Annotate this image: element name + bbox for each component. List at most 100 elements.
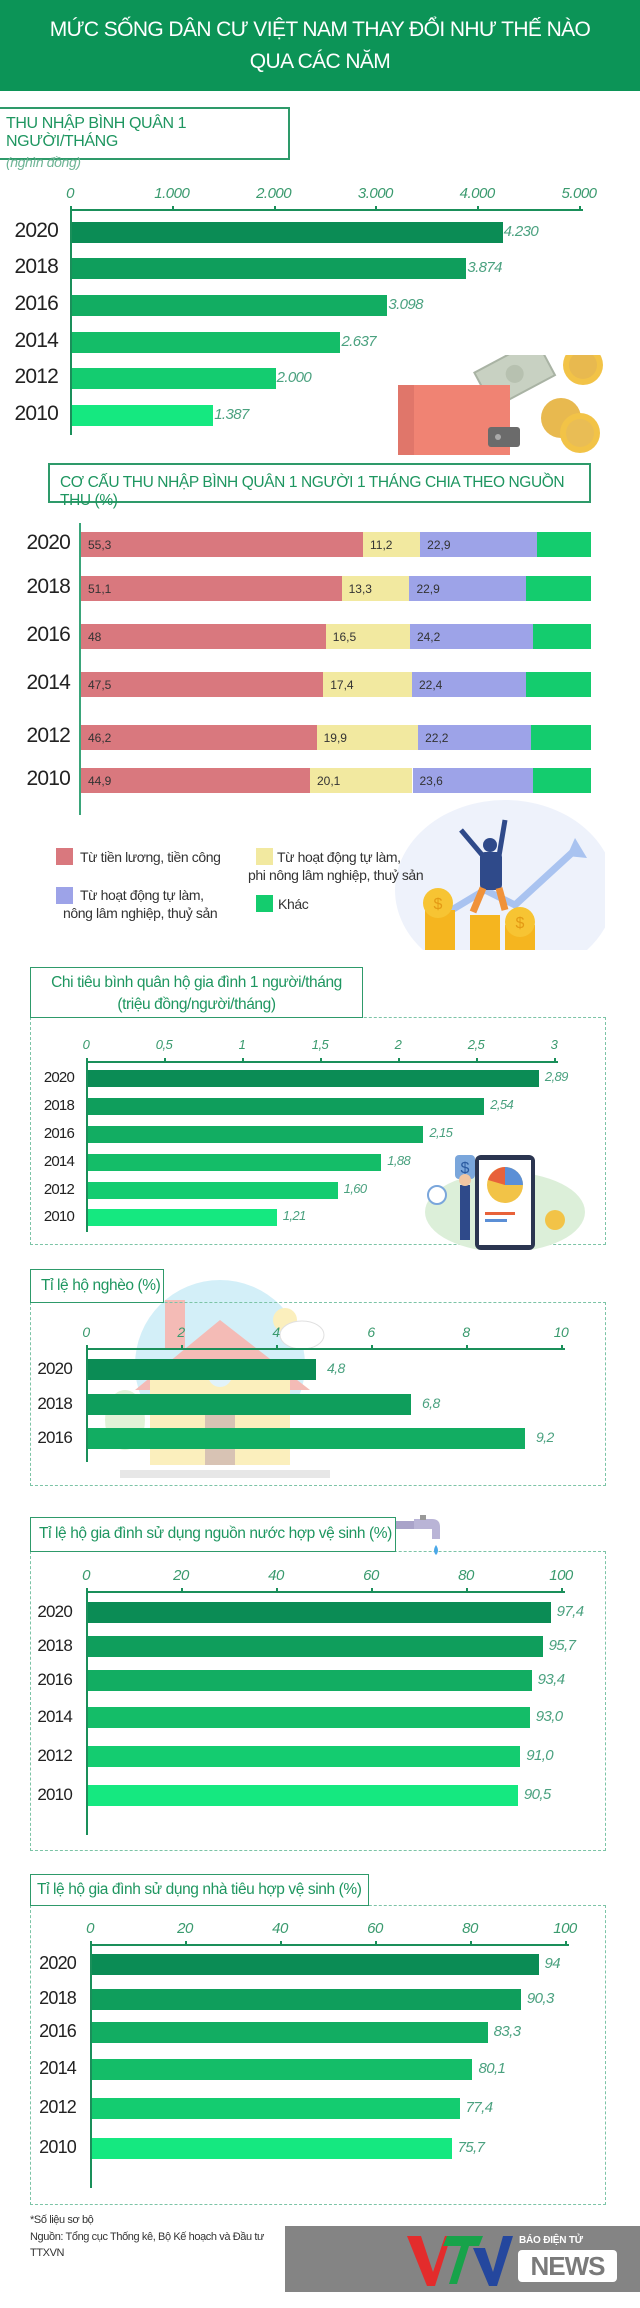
x-tick-label: 1,5 [311, 1037, 329, 1052]
year-label: 2014 [26, 671, 70, 694]
agency-text: TTXVN [30, 2247, 65, 2259]
year-label: 2014 [43, 1153, 75, 1171]
value-label: 2.000 [276, 368, 312, 386]
year-label: 2016 [26, 623, 70, 646]
bar-2012 [88, 1182, 338, 1199]
water-chart-title-box: Tỉ lệ hộ gia đình sử dụng nguồn nước hợp… [30, 1517, 396, 1552]
value-label: 2.637 [341, 332, 376, 350]
value-label: 90,5 [523, 1785, 551, 1803]
year-label: 2020 [26, 531, 70, 554]
x-tick-label: 3 [550, 1037, 558, 1052]
income-structure-title-box: CƠ CẤU THU NHẬP BÌNH QUÂN 1 NGƯỜI 1 THÁN… [48, 463, 591, 509]
year-label: 2010 [39, 2137, 77, 2158]
x-tick-label: 4 [272, 1324, 280, 1340]
x-tick-mark [164, 1058, 166, 1063]
x-tick-label: 100 [549, 1567, 573, 1584]
income-chart-title: THU NHẬP BÌNH QUÂN 1 NGƯỜI/THÁNG [6, 115, 187, 150]
x-tick-mark [86, 1345, 88, 1350]
income-structure-title: CƠ CẤU THU NHẬP BÌNH QUÂN 1 NGƯỜI 1 THÁN… [60, 474, 565, 509]
bar-2020 [88, 1359, 316, 1380]
year-label: 2014 [37, 1706, 72, 1726]
year-label: 2018 [14, 255, 58, 279]
year-label: 2016 [37, 1427, 72, 1447]
year-label: 2018 [37, 1393, 72, 1413]
poverty-chart-title-box: Tỉ lệ hộ nghèo (%) [30, 1269, 164, 1303]
x-tick-label: 100 [553, 1920, 577, 1937]
year-label: 2012 [37, 1745, 72, 1765]
bar-2018 [88, 1098, 485, 1115]
toilet-chart-frame [30, 1905, 606, 2205]
legend-label-agri-line2: nông lâm nghiệp, thuỷ sản [63, 905, 218, 921]
x-tick-label: 8 [462, 1324, 470, 1340]
x-tick-label: 3.000 [357, 185, 394, 202]
year-label: 2014 [14, 329, 58, 353]
year-label: 2020 [37, 1601, 72, 1621]
year-label: 2020 [37, 1358, 72, 1378]
x-tick-mark [90, 1941, 92, 1946]
x-tick-label: 5.000 [561, 185, 597, 202]
year-label: 2012 [26, 724, 70, 747]
value-label: 80,1 [478, 2059, 506, 2077]
x-tick-label: 10 [553, 1324, 569, 1340]
segment-salary: 48 [81, 624, 326, 649]
value-label: 1,60 [343, 1180, 368, 1196]
x-tick-label: 0 [82, 1567, 90, 1584]
segment-non-agri: 17,4 [323, 672, 412, 697]
x-tick-mark [579, 206, 581, 211]
bar-2012 [88, 1746, 521, 1767]
x-tick-label: 20 [177, 1920, 193, 1937]
x-tick-mark [466, 1588, 468, 1593]
x-axis-line [90, 1944, 569, 1946]
legend-label-salary: Từ tiền lương, tiền công [80, 849, 221, 865]
x-tick-mark [86, 1588, 88, 1593]
x-tick-label: 60 [363, 1567, 379, 1584]
x-tick-mark [276, 1345, 278, 1350]
value-label: 77,4 [465, 2098, 493, 2116]
segment-salary: 47,5 [81, 672, 324, 697]
year-label: 2012 [43, 1181, 75, 1199]
x-tick-label: 20 [173, 1567, 189, 1584]
segment-other [532, 768, 591, 793]
y-axis-line [90, 1944, 92, 2188]
year-label: 2016 [39, 2021, 77, 2042]
value-label: 1,88 [387, 1152, 411, 1168]
spending-chart-unit: (triệu đồng/người/tháng) [117, 996, 276, 1013]
year-label: 2018 [43, 1097, 75, 1115]
year-label: 2012 [39, 2097, 77, 2118]
y-axis-line [86, 1591, 88, 1835]
x-tick-label: 1.000 [154, 185, 190, 202]
year-label: 2016 [37, 1669, 72, 1689]
bar-2014 [92, 2059, 473, 2080]
x-axis-line [86, 1591, 565, 1593]
x-tick-label: 80 [458, 1567, 474, 1584]
year-label: 2020 [39, 1953, 77, 1974]
x-tick-label: 0 [66, 185, 74, 202]
bar-2020 [72, 222, 503, 243]
segment-other [531, 725, 591, 750]
value-label: 2,89 [544, 1068, 569, 1084]
x-tick-label: 4.000 [459, 185, 496, 202]
water-chart-frame [30, 1551, 606, 1851]
value-label: 93,0 [535, 1707, 563, 1725]
value-label: 97,4 [556, 1602, 584, 1620]
bar-2018 [88, 1636, 543, 1657]
x-tick-mark [171, 206, 174, 211]
x-tick-mark [242, 1058, 244, 1063]
segment-salary: 46,2 [81, 725, 317, 750]
x-tick-mark [181, 1588, 183, 1593]
bar-2016 [88, 1126, 424, 1143]
bar-2014 [88, 1154, 382, 1171]
x-axis-line [70, 209, 583, 211]
y-axis-line [79, 523, 81, 815]
x-tick-label: 0 [82, 1037, 90, 1052]
bar-2020 [88, 1602, 551, 1623]
year-label: 2018 [37, 1635, 72, 1655]
x-tick-mark [273, 206, 276, 211]
page-title-line1: MỨC SỐNG DÂN CƯ VIỆT NAM THAY ĐỔI NHƯ TH… [49, 18, 591, 41]
bar-2014 [72, 332, 341, 353]
value-label: 83,3 [493, 2022, 521, 2040]
segment-agri: 22,4 [411, 672, 527, 697]
value-label: 1,21 [282, 1207, 307, 1223]
segment-other [526, 576, 591, 601]
segment-salary: 51,1 [81, 576, 342, 601]
